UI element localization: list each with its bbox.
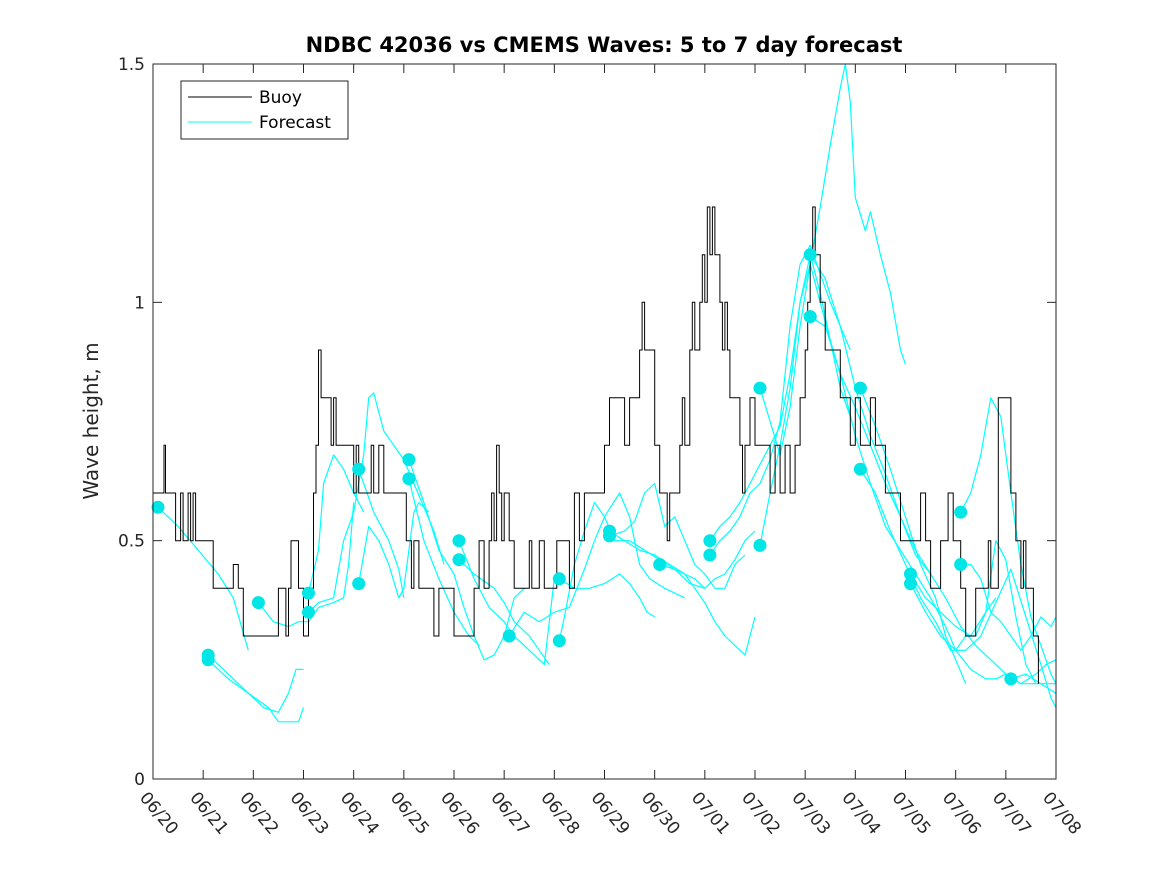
forecast-marker-30 [954,558,968,571]
forecast-line-19 [709,254,851,542]
y-tick-label: 1 [134,293,145,313]
forecast-marker-15 [552,572,566,586]
forecast-line-31 [1010,673,1057,694]
forecast-marker-29 [954,505,968,519]
forecast-line-6 [308,392,445,613]
forecast-line-11 [458,540,555,666]
forecast-marker-28 [904,577,917,591]
plot-area [151,63,1057,780]
forecast-line-12 [458,559,550,665]
y-axis: 0 0.5 1 1.5 [118,55,1056,790]
forecast-marker-1 [151,500,165,514]
y-tick-label: 0.5 [118,532,145,552]
forecast-marker-22 [753,538,767,552]
buoy-line [153,206,1039,684]
forecast-marker-21 [753,381,767,395]
forecast-line-20 [709,244,851,556]
forecast-marker-9 [402,453,416,467]
forecast-marker-19 [703,534,717,548]
legend-forecast-label: Forecast [259,113,331,133]
forecast-marker-13 [502,629,516,643]
forecast-line-28 [909,583,1057,685]
forecast-line-1 [157,506,249,651]
forecast-line-23 [809,254,1036,685]
legend-buoy-label: Buoy [259,88,302,108]
forecast-marker-10 [402,472,416,486]
forecast-marker-8 [352,462,366,476]
forecast-marker-17 [603,524,616,538]
forecast-marker-12 [452,553,466,567]
forecast-line-26 [859,468,1057,708]
forecast-line-27 [909,540,1056,685]
forecast-marker-11 [452,534,466,548]
forecast-start-markers [151,248,1018,686]
forecast-marker-27 [904,567,917,581]
forecast-marker-23 [803,248,817,262]
forecast-line-25 [859,387,967,684]
forecast-line-21 [759,63,907,456]
forecast-marker-20 [703,548,717,562]
chart-title: NDBC 42036 vs CMEMS Waves: 5 to 7 day fo… [306,33,903,57]
y-axis-label: Wave height, m [79,342,103,499]
forecast-marker-18 [653,558,667,571]
forecast-marker-25 [853,381,867,395]
forecast-line-8 [358,469,405,599]
buoy-line-group [153,206,1039,684]
forecast-line-17 [609,530,756,656]
forecast-line-10 [408,478,480,646]
y-tick-label: 1.5 [118,55,145,75]
forecast-marker-26 [853,462,867,476]
forecast-marker-31 [1004,672,1018,686]
forecast-line-3 [207,654,304,713]
forecast-marker-6 [302,605,315,619]
forecast-line-30 [960,563,1057,651]
forecast-line-2 [207,659,305,723]
forecast-marker-7 [352,577,366,591]
forecast-line-16 [609,482,746,589]
forecast-line-15 [558,573,656,618]
legend-box [180,80,349,140]
forecast-line-13 [508,492,686,637]
legend: Buoy Forecast [180,80,349,140]
forecast-marker-4 [251,596,265,610]
forecast-line-18 [659,530,756,589]
y-tick-label: 0 [134,770,145,790]
forecast-marker-24 [803,310,817,324]
forecast-marker-14 [552,634,566,648]
forecast-lines [157,63,1057,723]
plot-background [153,64,1056,779]
forecast-marker-5 [302,586,315,600]
forecast-marker-3 [201,648,215,662]
